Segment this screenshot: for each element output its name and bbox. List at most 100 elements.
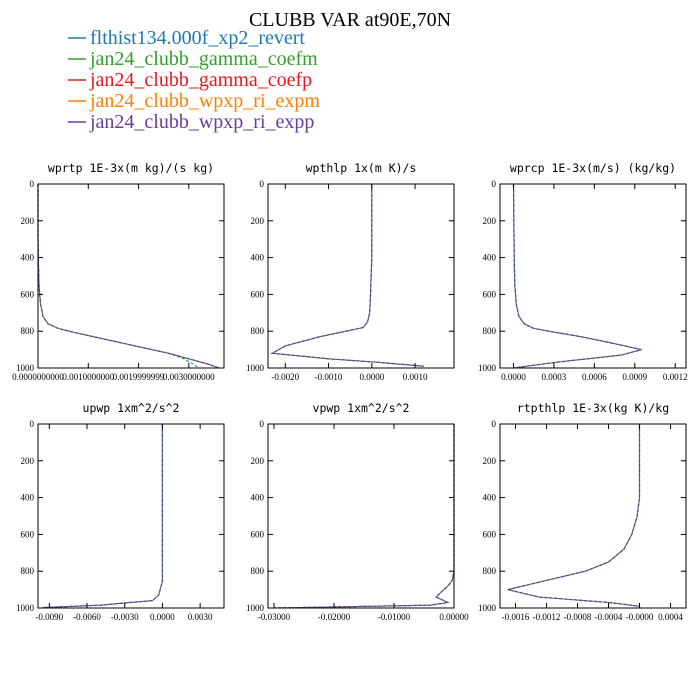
series-line-1 <box>507 424 641 608</box>
x-tick-label: 0.0000 <box>501 372 526 382</box>
plot-frame <box>499 423 687 609</box>
y-tick-label: 600 <box>21 289 35 299</box>
series-group <box>507 424 641 608</box>
x-tick-label: -0.01000 <box>378 612 411 622</box>
x-tick-label: -0.02000 <box>318 612 351 622</box>
y-tick-label: 600 <box>483 289 497 299</box>
y-tick-label: 1000 <box>16 603 35 613</box>
series-line-0 <box>37 184 220 369</box>
series-line-2 <box>512 183 642 369</box>
x-tick-label: -0.0020 <box>271 372 299 382</box>
y-tick-label: 400 <box>483 493 497 503</box>
x-tick-label: 0.0030000000 <box>163 372 215 382</box>
y-tick-label: 200 <box>21 456 35 466</box>
y-tick-label: 200 <box>21 216 35 226</box>
x-tick-label: -0.0016 <box>502 612 530 622</box>
y-tick-label: 0 <box>492 419 497 429</box>
legend-label-0: flthist134.000f_xp2_revert <box>90 27 305 49</box>
x-tick-label: 0.0006 <box>582 372 607 382</box>
panel-0: wprtp 1E-3x(m kg)/(s kg) 0 200 400 600 800 100… <box>12 161 225 382</box>
series-line-2 <box>37 184 220 369</box>
series-line-3 <box>37 184 220 369</box>
x-tick-label: -0.0004 <box>595 612 623 622</box>
y-tick-label: 1000 <box>478 603 497 613</box>
y-tick-label: 1000 <box>478 363 497 373</box>
series-group <box>273 424 455 609</box>
series-line-0 <box>273 424 455 609</box>
figure-title: CLUBB VAR at90E,70N <box>249 9 451 31</box>
y-tick-label: 1000 <box>246 603 265 613</box>
x-tick-label: 0.0012 <box>663 372 688 382</box>
y-tick-label: 800 <box>251 326 265 336</box>
panel-4: vpwp 1xm^2/s^2 0 200 400 600 800 1000-0.03000 -… <box>246 401 469 622</box>
x-tick-label: -0.0012 <box>533 612 561 622</box>
x-tick-label: -0.0000 <box>626 612 654 622</box>
plot-frame <box>267 183 455 369</box>
legend-label-3: jan24_clubb_wpxp_ri_expm <box>89 90 320 112</box>
x-tick-label: -0.0030 <box>111 612 139 622</box>
x-tick-label: 0.0000000000 <box>12 372 64 382</box>
panel-2: wprcp 1E-3x(m/s) (kg/kg) 0 200 400 600 800 100… <box>478 161 688 382</box>
x-tick-label: -0.0008 <box>564 612 592 622</box>
series-line-0 <box>512 183 642 369</box>
series-line-2 <box>273 424 455 609</box>
series-line-4 <box>270 184 424 367</box>
y-tick-label: 1000 <box>16 363 35 373</box>
panel-1: wpthlp 1x(m K)/s 0 200 400 600 800 1000 -0.0020… <box>246 161 455 382</box>
series-line-2 <box>507 424 641 608</box>
y-tick-label: 800 <box>251 566 265 576</box>
series-line-2 <box>270 184 424 367</box>
y-tick-label: 600 <box>21 529 35 539</box>
legend-label-1: jan24_clubb_gamma_coefm <box>89 48 318 70</box>
y-tick-label: 200 <box>251 456 265 466</box>
y-tick-label: 400 <box>251 493 265 503</box>
y-tick-label: 600 <box>483 529 497 539</box>
y-tick-label: 800 <box>21 566 35 576</box>
x-tick-label: 0.0009 <box>622 372 647 382</box>
series-line-1 <box>42 424 163 609</box>
y-tick-label: 400 <box>21 493 35 503</box>
series-group <box>37 184 220 369</box>
series-group <box>270 184 424 367</box>
series-line-3 <box>273 424 455 609</box>
y-tick-label: 200 <box>251 216 265 226</box>
series-line-1 <box>512 183 642 369</box>
y-tick-label: 0 <box>492 179 497 189</box>
series-line-3 <box>512 183 642 369</box>
x-tick-label: -0.0060 <box>73 612 101 622</box>
series-line-4 <box>512 183 642 369</box>
y-tick-label: 400 <box>483 253 497 263</box>
series-line-3 <box>42 424 163 609</box>
series-group <box>42 424 163 609</box>
legend-label-2: jan24_clubb_gamma_coefp <box>89 69 312 91</box>
x-tick-label: 0.0030 <box>188 612 213 622</box>
x-tick-label: 0.0010000000 <box>62 372 114 382</box>
series-line-3 <box>270 184 424 367</box>
series-line-0 <box>270 184 424 367</box>
panel-title: wprcp 1E-3x(m/s) (kg/kg) <box>510 161 676 175</box>
x-tick-label: -0.0090 <box>35 612 63 622</box>
x-tick-label: 0.0010 <box>403 372 428 382</box>
x-tick-label: 0.0000 <box>359 372 384 382</box>
series-line-4 <box>507 424 641 608</box>
x-tick-label: 0.0004 <box>658 612 683 622</box>
series-line-1 <box>273 424 455 609</box>
y-tick-label: 800 <box>21 326 35 336</box>
plot-frame <box>499 183 687 369</box>
y-tick-label: 1000 <box>246 363 265 373</box>
x-tick-label: 0.00000 <box>439 612 469 622</box>
series-line-4 <box>37 184 220 369</box>
y-tick-label: 600 <box>251 529 265 539</box>
series-line-4 <box>273 424 455 609</box>
series-line-0 <box>42 424 163 609</box>
x-tick-label: -0.0010 <box>315 372 343 382</box>
y-tick-label: 600 <box>251 289 265 299</box>
panel-title: wprtp 1E-3x(m kg)/(s kg) <box>48 161 214 175</box>
x-tick-label: -0.03000 <box>258 612 291 622</box>
series-line-1 <box>270 184 424 367</box>
legend-label-4: jan24_clubb_wpxp_ri_expp <box>89 111 314 133</box>
plot-frame <box>37 423 225 609</box>
y-tick-label: 0 <box>30 419 35 429</box>
y-tick-label: 800 <box>483 566 497 576</box>
